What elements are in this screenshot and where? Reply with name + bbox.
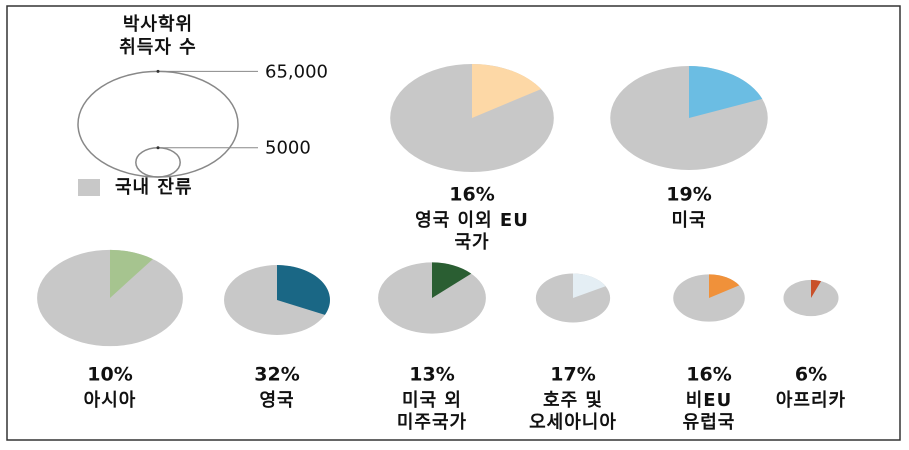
value-label: 17% (550, 364, 595, 386)
dot (156, 146, 160, 150)
value-label: 6% (795, 364, 827, 386)
legend-label: 국내 잔류 (115, 177, 193, 198)
value-label: 16% (449, 184, 494, 206)
pie-name: 비EU 유럽국 (683, 390, 736, 433)
pie-name: 영국 이외 EU 국가 (415, 210, 529, 253)
size-circle (77, 70, 239, 178)
pie-name: 아시아 (84, 390, 137, 411)
pie-name: 호주 및 오세아니아 (529, 390, 617, 433)
pie-name: 미국 외 미주국가 (397, 390, 467, 433)
value-label: 13% (409, 364, 454, 386)
pie-slice (709, 274, 740, 298)
pie-slice (277, 265, 330, 315)
size-label: 5000 (265, 138, 311, 159)
size-label: 65,000 (265, 61, 328, 82)
legend-title: 박사학위 취득자 수 (119, 13, 197, 58)
frame (6, 5, 901, 441)
value-label: 32% (254, 364, 299, 386)
pie-slice (432, 262, 472, 298)
value-label: 19% (666, 184, 711, 206)
value-label: 16% (686, 364, 731, 386)
pie-name: 영국 (259, 390, 294, 411)
pie-slice (689, 66, 763, 118)
size-circle (135, 146, 181, 178)
dot (156, 69, 160, 73)
pie-slice (472, 63, 542, 118)
value-label: 10% (87, 364, 132, 386)
pie-slice (110, 249, 153, 298)
pie-slice (811, 279, 822, 298)
pie-slice (573, 273, 606, 298)
pie-name: 미국 (671, 210, 706, 231)
pie-name: 아프리카 (776, 390, 846, 411)
legend-swatch (78, 179, 100, 196)
